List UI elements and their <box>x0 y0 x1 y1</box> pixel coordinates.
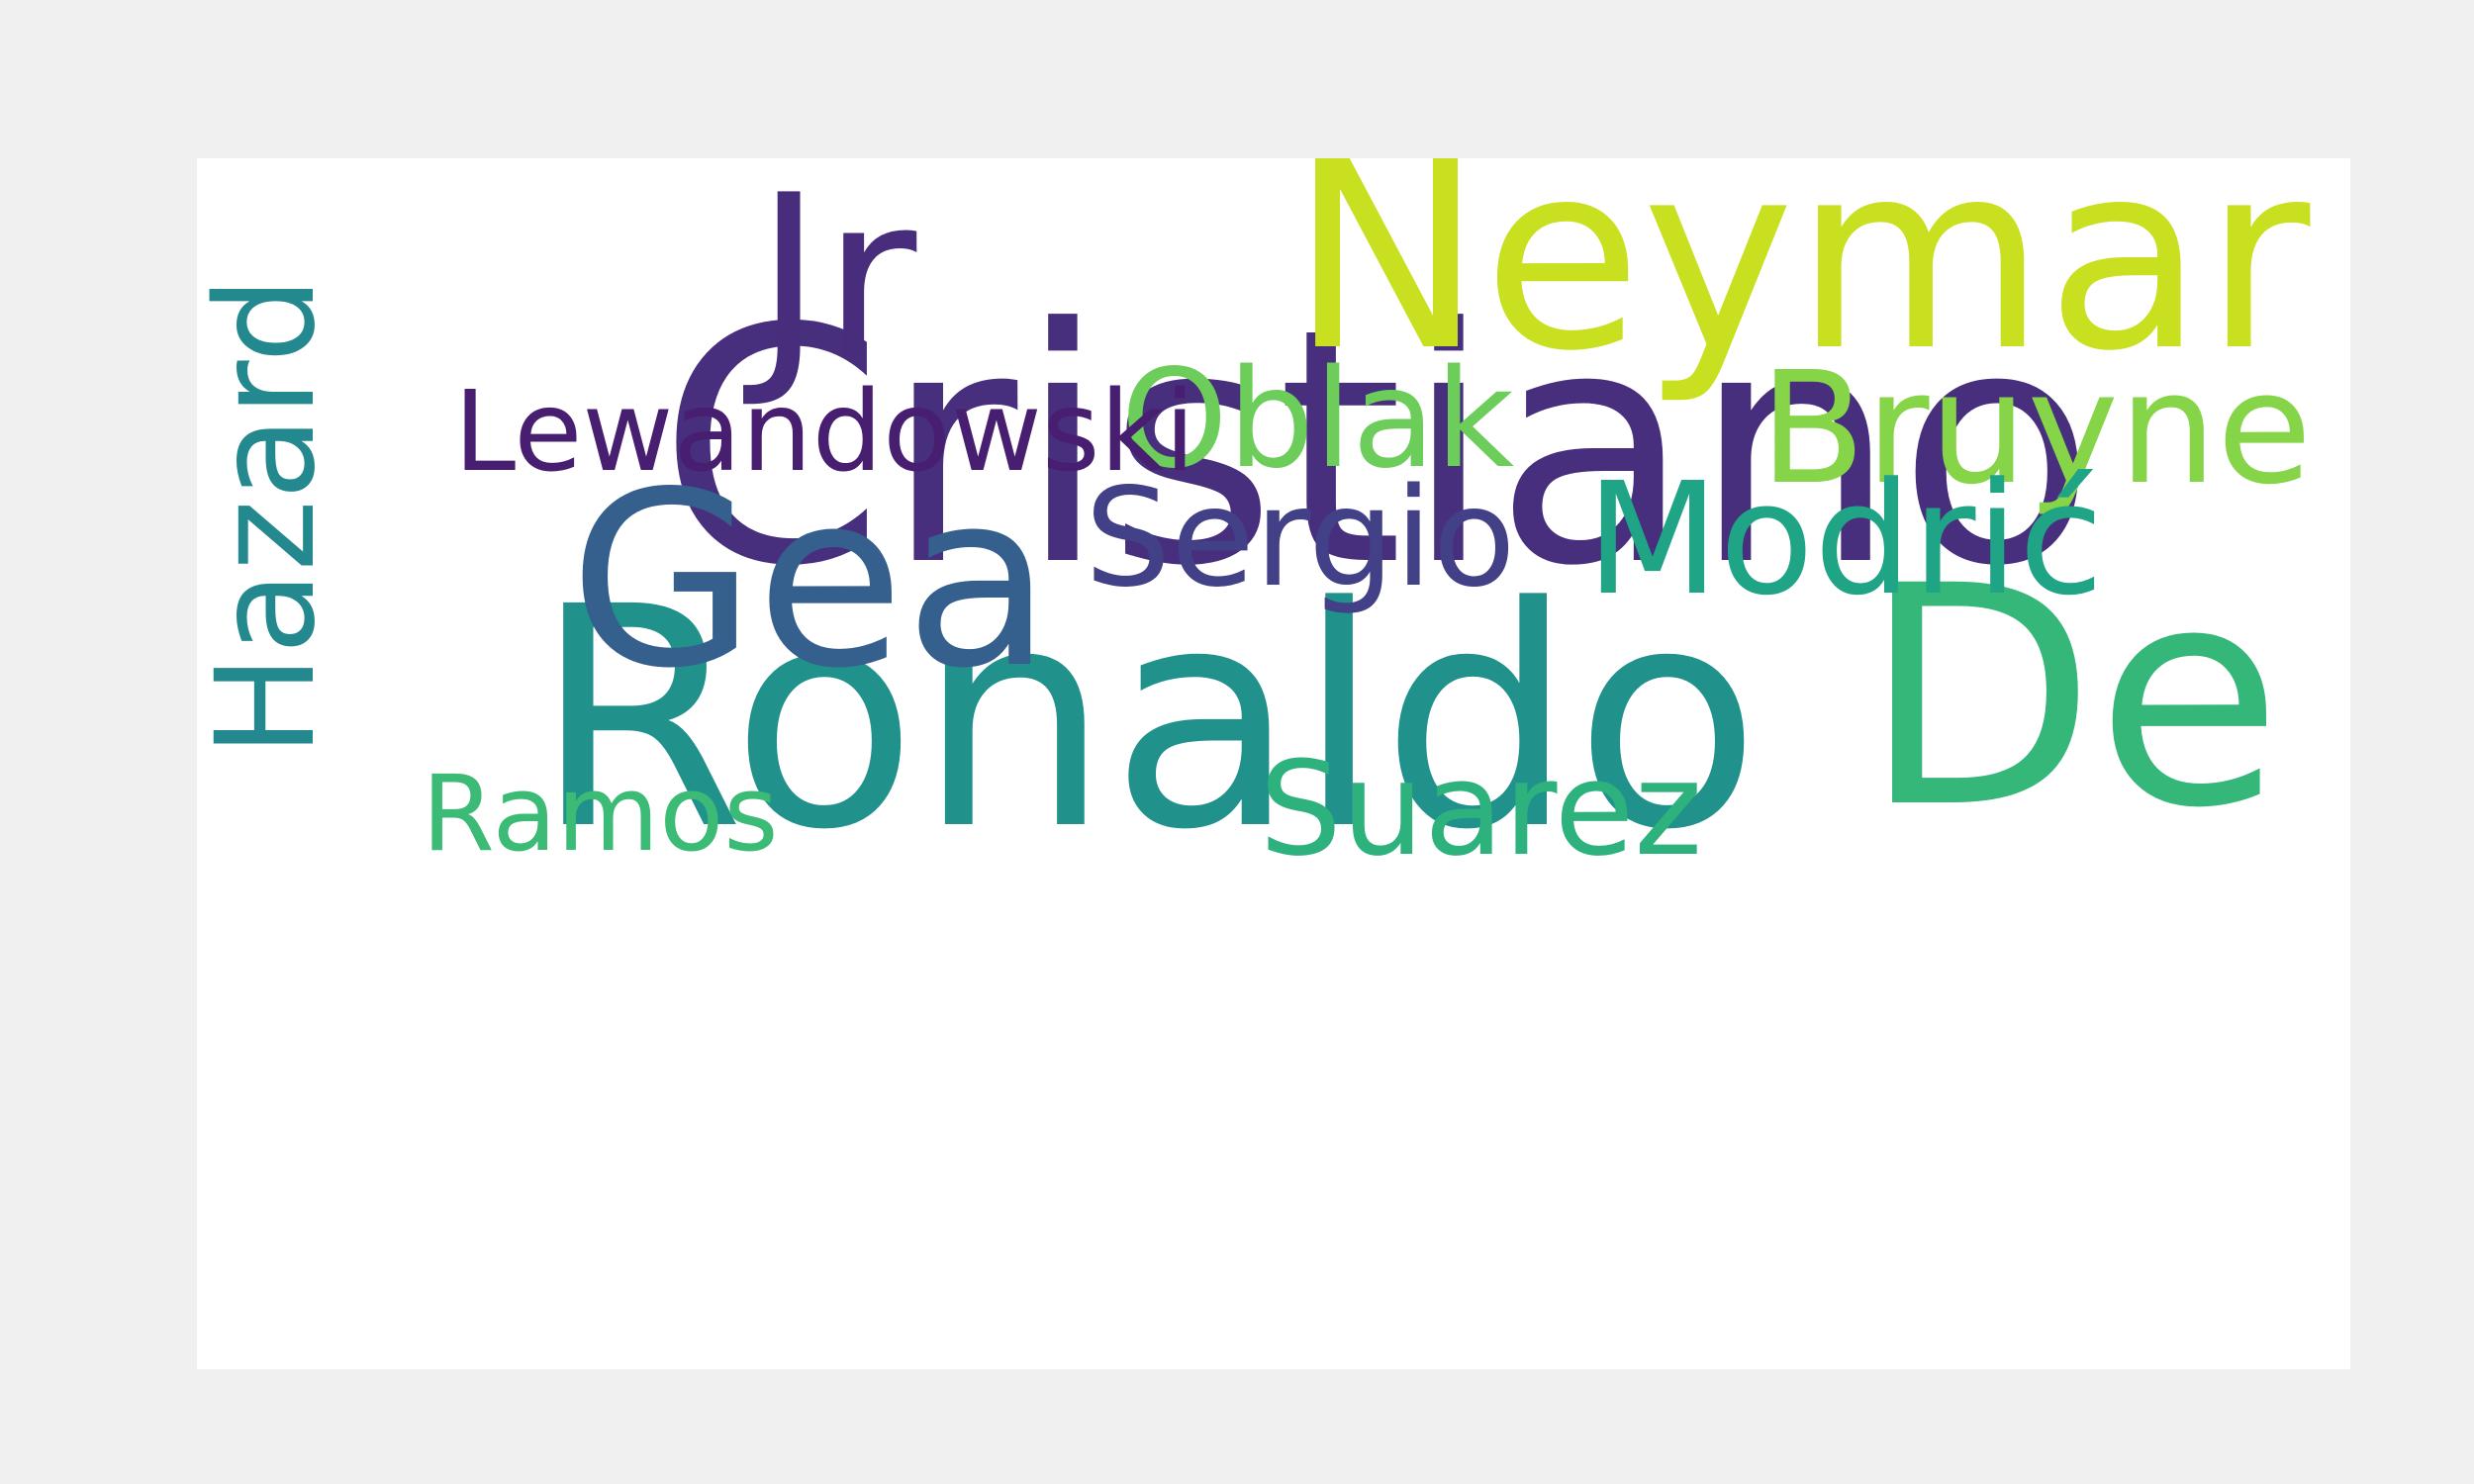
word-ronaldo: Ronaldo <box>533 542 1761 896</box>
word-bruyne: Bruyne <box>1760 337 2313 518</box>
word-hazard: Hazard <box>197 276 345 757</box>
word-gea: Gea <box>569 440 1053 721</box>
word-lewandowski: Lewandowski <box>453 366 1195 497</box>
word-suarez: Suarez <box>1259 733 1703 884</box>
word-jr: Jr <box>755 158 917 413</box>
word-neymar: Neymar <box>1289 158 2311 408</box>
word-ramos: Ramos <box>422 752 779 876</box>
word-cristiano: Cristiano <box>658 260 2096 637</box>
word-oblak: Oblak <box>1120 340 1515 499</box>
word-cloud: Cristiano Ronaldo De Neymar Jr Gea Hazar… <box>197 158 2350 1369</box>
word-modric: Modrić <box>1585 448 2104 629</box>
word-sergio: Sergio <box>1085 459 1516 617</box>
word-de: De <box>1862 521 2283 875</box>
